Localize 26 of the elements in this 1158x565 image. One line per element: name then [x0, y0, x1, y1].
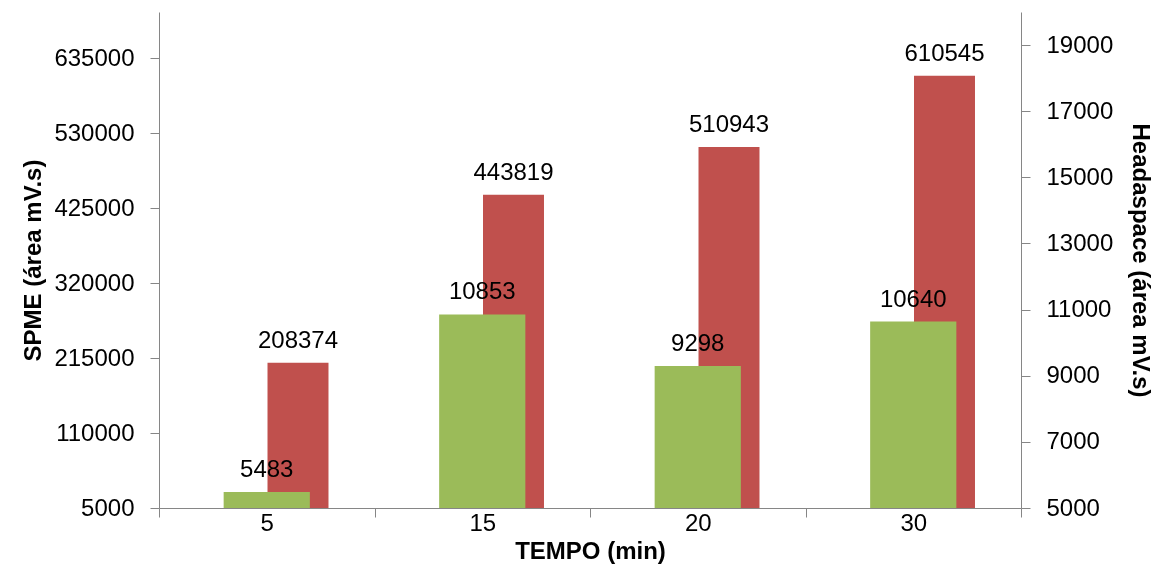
data-label: 610545: [904, 38, 985, 66]
y2-tick-label: 9000: [1046, 361, 1100, 389]
y2-tick-label: 17000: [1046, 96, 1114, 124]
y-tick-label: 110000: [56, 418, 135, 446]
y-tick-label: 425000: [54, 193, 135, 221]
y-tick-label: 320000: [54, 268, 135, 296]
x-tick-label: 30: [900, 508, 928, 536]
y2-tick-label: 5000: [1046, 493, 1100, 521]
data-label: 208374: [257, 325, 339, 353]
y2-tick-label: 7000: [1046, 427, 1100, 455]
y-tick-label: 635000: [54, 43, 135, 71]
y-axis-title: SPME (área mV.s): [19, 159, 47, 362]
data-label: 510943: [688, 109, 770, 137]
y2-tick-label: 15000: [1046, 162, 1114, 190]
y2-axis-title: Headaspace (área mV.s): [1128, 123, 1156, 398]
data-label: 443819: [473, 157, 554, 185]
x-tick-label: 20: [684, 508, 712, 536]
x-tick-label: 5: [260, 508, 274, 536]
y-tick-label: 215000: [54, 343, 135, 371]
x-axis-title: TEMPO (min): [515, 536, 666, 564]
y-tick-label: 530000: [54, 118, 135, 146]
y-tick-label: 5000: [81, 493, 135, 521]
y2-tick-label: 11000: [1046, 295, 1112, 323]
x-tick-label: 15: [469, 508, 497, 536]
y2-tick-label: 19000: [1046, 30, 1114, 58]
y2-tick-label: 13000: [1046, 228, 1114, 256]
